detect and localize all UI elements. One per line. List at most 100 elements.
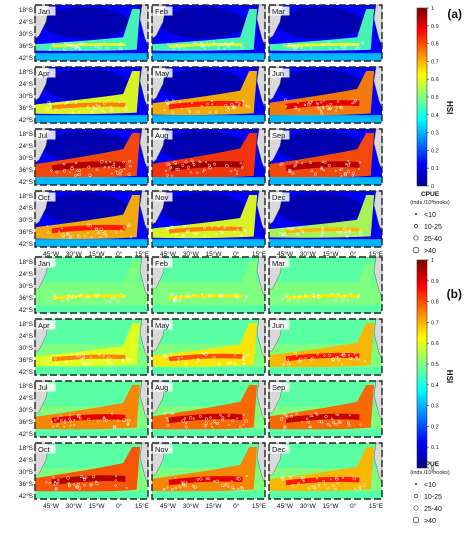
lon-tick-label: 0°: [233, 250, 240, 258]
high-hsi-band: [269, 195, 375, 238]
map-frame: [34, 380, 149, 438]
cpue-point: [236, 228, 240, 231]
map-nov: Nov 45°W 30°W 15°W 0° 15°E: [151, 442, 267, 510]
map-aug: Aug: [151, 128, 266, 186]
colorbar-tick-label: 0.5: [431, 362, 439, 368]
cpue-point: [102, 101, 107, 106]
southern-field: [35, 367, 148, 375]
cpue-point: [296, 101, 299, 104]
cpue-point: [181, 107, 183, 110]
cpue-point: [60, 414, 63, 417]
cpue-point: [210, 226, 214, 229]
cpue-point: [55, 362, 58, 366]
map-aug: Aug: [151, 380, 266, 438]
cpue-point: [281, 477, 285, 481]
peak-hsi-core: [51, 354, 126, 362]
cpue-point: [334, 169, 337, 172]
map-jan: Jan 18°S 24°S 30°S 36°S 42°S: [19, 4, 149, 62]
cpue-point: [64, 103, 67, 106]
cpue-point: [224, 103, 228, 108]
cpue-point: [307, 420, 311, 424]
cpue-point: [171, 111, 174, 114]
cpue-point: [199, 161, 202, 164]
cpue-point: [299, 227, 302, 230]
cpue-point: [181, 163, 185, 167]
cpue-point: [76, 173, 79, 176]
cpue-point: [331, 420, 335, 425]
lat-tick-label: 24°S: [19, 18, 34, 26]
cpue-point: [279, 417, 284, 421]
cpue-point: [183, 483, 188, 487]
cpue-point: [193, 485, 198, 490]
cpue-point: [236, 170, 239, 173]
colorbar-tick-label: 0.1: [431, 445, 439, 451]
cpue-point: [337, 356, 340, 359]
cpue-point: [333, 298, 337, 302]
cpue-point: [199, 477, 203, 481]
cpue-point: [213, 480, 216, 483]
cpue-point: [52, 353, 55, 356]
southern-field: [269, 491, 382, 499]
cpue-point: [173, 299, 177, 303]
cpue-point: [227, 414, 231, 417]
cpue-point: [338, 168, 341, 171]
cpue-point: [181, 419, 185, 423]
cpue-point: [309, 161, 312, 165]
cpue-point: [346, 421, 350, 425]
cpue-point: [84, 476, 88, 479]
cpue-point: [113, 162, 116, 165]
cpue-point: [236, 488, 240, 491]
cpue-point: [237, 104, 241, 107]
cpue-point: [107, 356, 111, 360]
cpue-point: [311, 100, 314, 103]
cpue-legend: CPUE (inds./10³hooks) <10 10-25 25-40 >40: [410, 191, 450, 255]
cpue-point: [118, 172, 122, 176]
cpue-point: [292, 45, 296, 49]
cpue-point: [218, 295, 222, 299]
cpue-point: [296, 299, 300, 303]
peak-hsi-core: [285, 352, 360, 362]
month-label: Jan: [38, 259, 50, 268]
cpue-point: [340, 174, 343, 177]
cpue-point: [221, 483, 225, 488]
lon-tick-label: 15°W: [206, 250, 223, 258]
cpue-point: [87, 362, 91, 366]
month-label: Jul: [38, 383, 48, 392]
lon-tick-label: 15°E: [135, 502, 150, 510]
cpue-point: [336, 100, 340, 103]
cpue-point: [192, 162, 195, 165]
legend-entry-label: >40: [424, 248, 436, 255]
cpue-point: [111, 412, 114, 415]
cpue-point: [314, 487, 317, 490]
cpue-point: [104, 111, 106, 114]
cpue-point: [114, 479, 117, 482]
cpue-point: [217, 46, 220, 49]
cpue-point: [73, 423, 76, 427]
cpue-point: [230, 485, 235, 489]
map-frame: [34, 442, 149, 500]
southern-field: [35, 115, 148, 123]
cpue-point: [323, 160, 327, 164]
cpue-point: [174, 232, 178, 236]
cpue-point: [357, 295, 360, 298]
cpue-point: [221, 416, 225, 419]
cpue-point: [301, 229, 305, 233]
cpue-point: [210, 99, 214, 103]
cpue-point: [47, 100, 51, 104]
cpue-point: [178, 299, 181, 303]
cpue-point: [292, 295, 296, 298]
cpue-point: [318, 107, 321, 110]
cpue-point: [287, 44, 290, 47]
lat-tick-label: 36°S: [19, 356, 34, 364]
cpue-point: [74, 162, 78, 165]
cpue-point: [308, 426, 311, 429]
cpue-point: [321, 105, 325, 109]
peak-hsi-core: [285, 161, 360, 172]
lat-tick-label: 30°S: [19, 468, 34, 476]
cpue-point: [320, 166, 323, 169]
cpue-point: [190, 159, 194, 162]
cpue-point: [50, 420, 53, 424]
map-frame: [268, 256, 383, 314]
month-label: Aug: [155, 131, 168, 140]
cpue-point: [115, 475, 118, 478]
